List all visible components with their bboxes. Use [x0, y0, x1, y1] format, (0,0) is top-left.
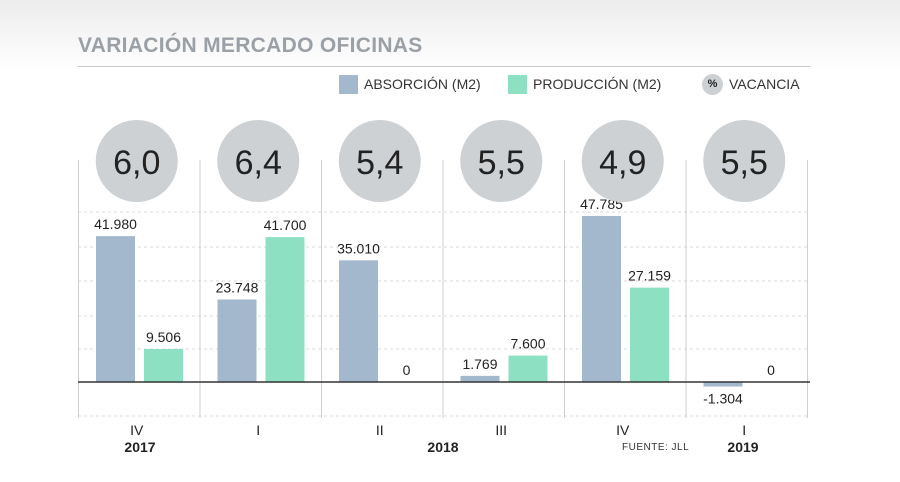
vacancia-value-0: 6,0 — [113, 144, 160, 182]
page-title: VARIACIÓN MERCADO OFICINAS — [78, 34, 423, 57]
vacancia-value-4: 4,9 — [599, 144, 646, 182]
bar-absorcion-5 — [703, 382, 743, 387]
quarter-label-3: III — [495, 422, 507, 438]
label-absorcion-2: 35.010 — [337, 240, 380, 256]
year-label-2018: 2018 — [427, 439, 458, 455]
quarter-label-0: IV — [130, 422, 144, 438]
vacancia-circle-4 — [581, 120, 664, 202]
bar-produccion-4 — [630, 287, 669, 382]
title-divider — [78, 66, 810, 67]
vacancia-value-1: 6,4 — [235, 144, 282, 182]
legend-absorcion-label: ABSORCIÓN (M2) — [364, 76, 481, 92]
legend-produccion: PRODUCCIÓN (M2) — [508, 73, 661, 95]
legend-absorcion: ABSORCIÓN (M2) — [339, 73, 481, 95]
bar-absorcion-3 — [460, 375, 500, 382]
year-label-2017: 2017 — [124, 439, 155, 455]
label-produccion-5: 0 — [767, 362, 775, 378]
label-absorcion-5: -1.304 — [703, 391, 743, 407]
vacancia-circle-3 — [460, 120, 543, 202]
label-produccion-2: 0 — [403, 362, 411, 378]
quarter-label-1: I — [256, 422, 260, 438]
label-produccion-3: 7.600 — [510, 336, 545, 352]
vacancia-circle-2 — [338, 120, 421, 202]
label-absorcion-0: 41.980 — [94, 216, 137, 232]
label-absorcion-3: 1.769 — [462, 356, 497, 372]
legend-vacancia-icon: % — [702, 73, 723, 95]
bar-produccion-0 — [144, 348, 183, 382]
legend-vacancia: % VACANCIA — [702, 73, 800, 95]
vacancia-circle-5 — [703, 120, 786, 202]
legend-produccion-swatch — [508, 74, 527, 94]
label-produccion-4: 27.159 — [628, 268, 671, 284]
quarter-label-2: II — [376, 422, 384, 438]
vacancia-value-5: 5,5 — [721, 144, 768, 182]
vacancia-circle-0 — [95, 120, 178, 202]
legend-produccion-label: PRODUCCIÓN (M2) — [533, 76, 662, 92]
legend-vacancia-label: VACANCIA — [729, 76, 800, 92]
legend-absorcion-swatch — [339, 74, 358, 94]
quarter-label-5: I — [742, 422, 746, 438]
source-note: FUENTE: JLL — [622, 442, 689, 453]
vacancia-circle-1 — [217, 120, 300, 202]
bar-produccion-3 — [508, 355, 548, 382]
label-absorcion-1: 23.748 — [216, 279, 259, 295]
label-produccion-0: 9.506 — [146, 329, 181, 345]
vacancia-value-3: 5,5 — [478, 144, 525, 182]
bar-absorcion-2 — [339, 260, 378, 382]
bar-absorcion-4 — [582, 215, 621, 382]
label-produccion-1: 41.700 — [264, 217, 307, 233]
bar-absorcion-1 — [217, 299, 257, 382]
bar-produccion-1 — [265, 237, 305, 382]
vacancia-value-2: 5,4 — [356, 144, 403, 182]
bar-absorcion-0 — [96, 236, 135, 382]
year-label-2019: 2019 — [727, 439, 758, 455]
quarter-label-4: IV — [616, 422, 630, 438]
